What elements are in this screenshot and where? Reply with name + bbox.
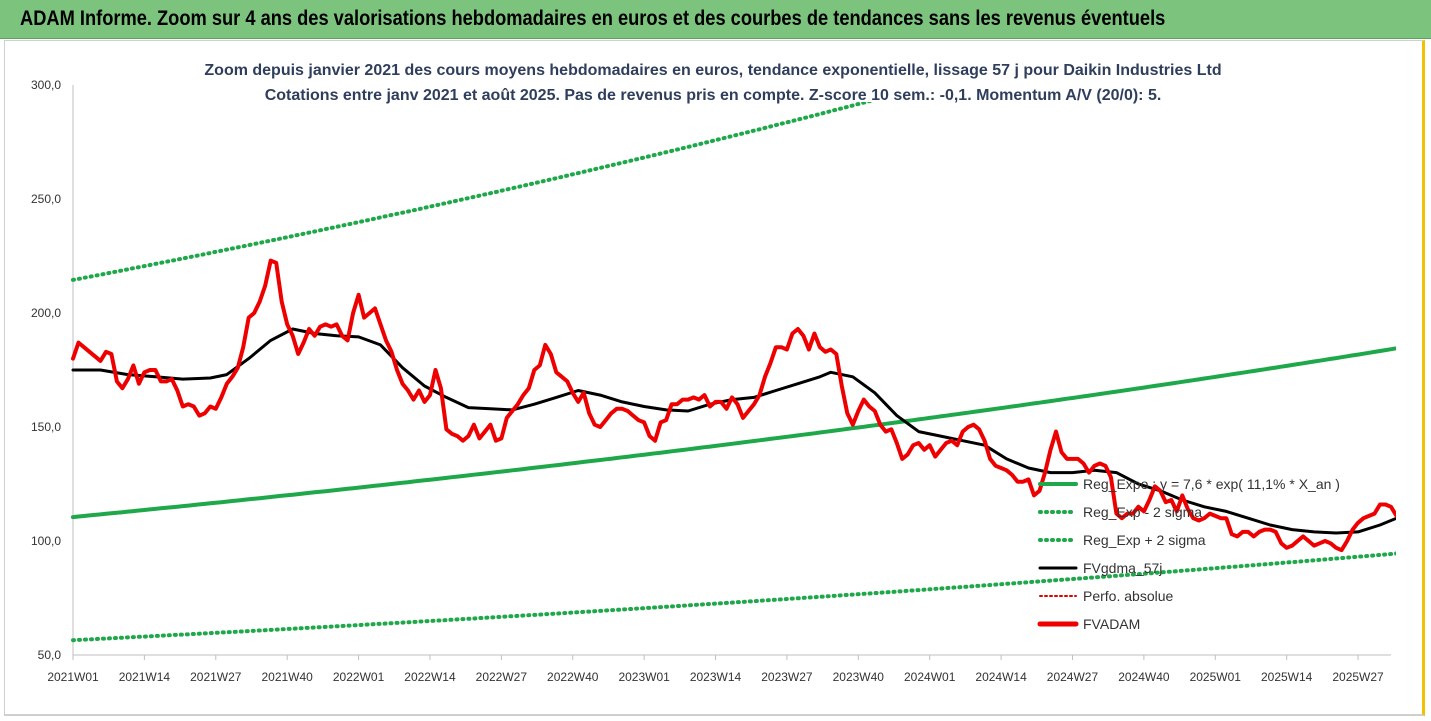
- chart-frame: [4, 40, 1425, 716]
- x-tick-label: 2021W27: [190, 670, 242, 684]
- x-tick-label: 2021W14: [119, 670, 171, 684]
- legend-label: FVgdma_57j: [1083, 560, 1162, 576]
- x-tick-label: 2025W27: [1332, 670, 1384, 684]
- x-tick-label: 2022W14: [404, 670, 456, 684]
- title-background: [200, 56, 1230, 102]
- fvadam-series: [71, 258, 1396, 553]
- fvgdma-series: [71, 327, 1396, 535]
- legend-label: Reg_Exp - 2 sigma: [1083, 504, 1202, 520]
- x-tick-label: 2024W27: [1047, 670, 1099, 684]
- y-tick-label: 100,0: [31, 534, 61, 548]
- report-banner-title: ADAM Informe. Zoom sur 4 ans des valoris…: [20, 7, 1166, 30]
- chart-subtitle: Cotations entre janv 2021 et août 2025. …: [265, 87, 1162, 104]
- x-tick-label: 2025W01: [1190, 670, 1242, 684]
- y-tick-label: 50,0: [38, 648, 62, 662]
- sigma-minus-series: [71, 551, 1396, 643]
- x-tick-label: 2024W40: [1118, 670, 1170, 684]
- legend-label: Perfo. absolue: [1083, 588, 1173, 604]
- x-tick-label: 2022W40: [547, 670, 599, 684]
- x-tick-label: 2021W40: [261, 670, 313, 684]
- legend-label: Reg_Exp + 2 sigma: [1083, 532, 1206, 548]
- report-banner: ADAM Informe. Zoom sur 4 ans des valoris…: [0, 0, 1431, 39]
- x-tick-label: 2023W40: [833, 670, 885, 684]
- sigma-plus-series: [71, 86, 935, 282]
- x-tick-label: 2025W14: [1261, 670, 1313, 684]
- x-tick-label: 2021W01: [47, 670, 99, 684]
- x-tick-label: 2022W01: [333, 670, 385, 684]
- x-tick-label: 2023W01: [618, 670, 670, 684]
- x-tick-label: 2023W27: [761, 670, 813, 684]
- legend-label: Reg_Expo : y = 7,6 * exp( 11,1% * X_an ): [1083, 476, 1340, 492]
- y-tick-label: 200,0: [31, 306, 61, 320]
- x-tick-label: 2023W14: [690, 670, 742, 684]
- x-tick-label: 2022W27: [476, 670, 528, 684]
- y-tick-label: 150,0: [31, 420, 61, 434]
- x-tick-label: 2024W14: [975, 670, 1027, 684]
- regression-series: [71, 346, 1396, 520]
- y-tick-label: 300,0: [31, 78, 61, 92]
- legend-label: FVADAM: [1083, 616, 1140, 632]
- x-tick-label: 2024W01: [904, 670, 956, 684]
- y-tick-label: 250,0: [31, 192, 61, 206]
- chart-title: Zoom depuis janvier 2021 des cours moyen…: [204, 62, 1221, 79]
